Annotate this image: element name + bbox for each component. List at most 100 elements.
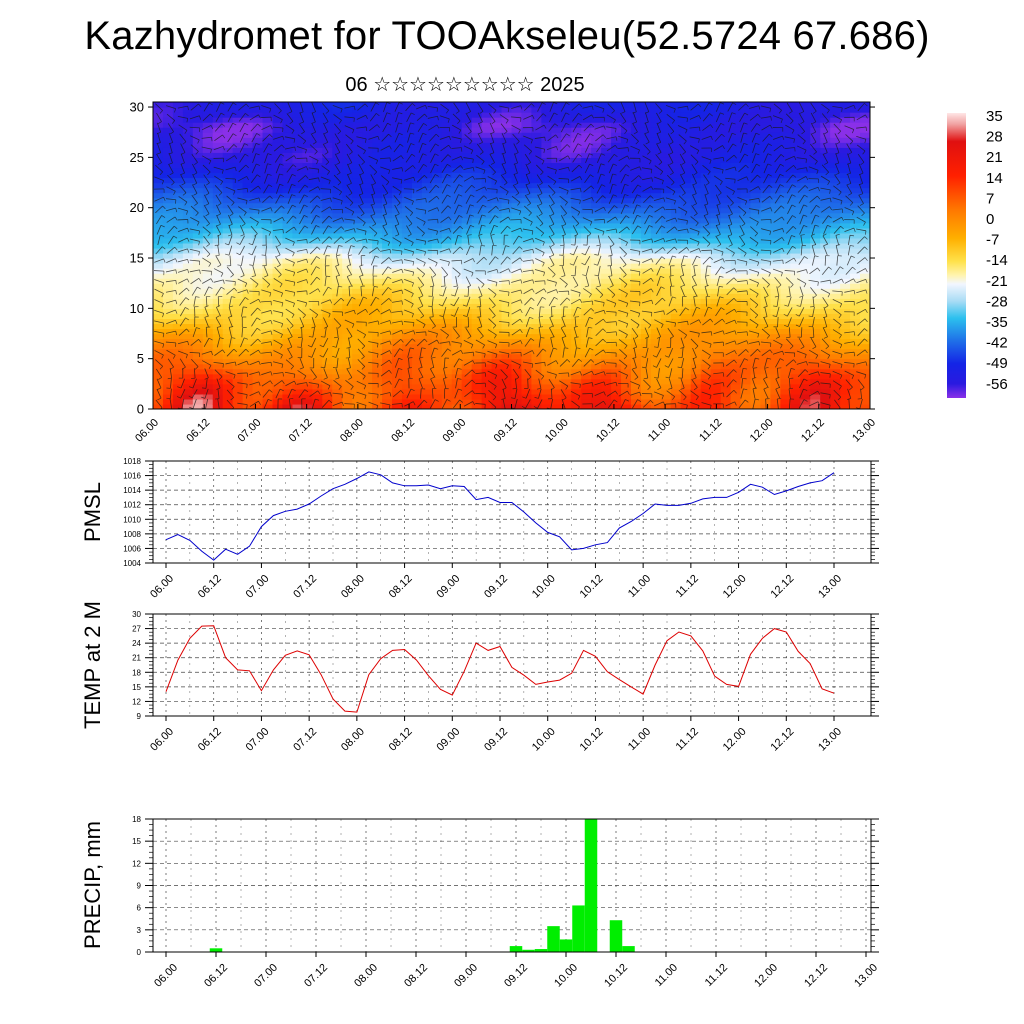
heatmap-cell <box>770 212 781 219</box>
heatmap-cell <box>212 167 224 174</box>
heatmap-cell <box>850 298 861 304</box>
heatmap-cell <box>282 353 294 360</box>
heatmap-cell <box>551 197 562 204</box>
heatmap-cell <box>411 202 423 209</box>
heatmap-cell <box>441 328 453 335</box>
heatmap-cell <box>631 328 642 335</box>
wind-barb-flag <box>270 330 273 335</box>
heatmap-cell <box>790 398 801 405</box>
heatmap-cell <box>571 197 582 204</box>
heatmap-cell <box>810 328 821 335</box>
heatmap-cell <box>611 328 622 335</box>
wind-barb <box>190 103 199 111</box>
heatmap-cell <box>153 328 164 335</box>
heatmap-cell <box>411 207 423 214</box>
heatmap-cell <box>640 378 652 385</box>
heatmap-cell <box>252 117 264 123</box>
heatmap-cell <box>740 333 752 340</box>
heatmap-cell <box>591 172 602 179</box>
heatmap-cell <box>690 207 702 214</box>
heatmap-cell <box>591 182 602 189</box>
heatmap-cell <box>730 127 742 133</box>
heatmap-cell <box>242 318 254 325</box>
wind-barb <box>261 351 272 354</box>
heatmap-cell <box>690 112 702 118</box>
heatmap-cell <box>153 127 164 133</box>
heatmap-cell <box>292 383 303 390</box>
heatmap-cell <box>621 227 632 234</box>
heatmap-cell <box>531 388 542 395</box>
heatmap-cell <box>451 172 463 179</box>
heatmap-cell <box>850 222 861 229</box>
heatmap-cell <box>780 127 791 133</box>
heatmap-cell <box>770 182 781 189</box>
heatmap-cell <box>282 388 294 395</box>
heatmap-cell <box>840 288 851 294</box>
heatmap-cell <box>292 197 303 204</box>
heatmap-cell <box>810 152 821 158</box>
heatmap-cell <box>272 383 284 390</box>
heatmap-cell <box>850 263 861 269</box>
heatmap-cell <box>521 358 533 365</box>
heatmap-cell <box>850 348 861 355</box>
heatmap-cell <box>312 278 323 284</box>
heatmap-cell <box>401 258 413 264</box>
heatmap-cell <box>650 137 662 143</box>
heatmap-cell <box>760 333 772 340</box>
heatmap-cell <box>192 152 204 158</box>
heatmap-cell <box>830 273 841 279</box>
heatmap-cell <box>153 252 164 259</box>
heatmap-cell <box>700 107 712 113</box>
heatmap-cell <box>531 102 542 108</box>
heatmap-cell <box>561 197 572 204</box>
wind-barb <box>261 227 271 233</box>
heatmap-cell <box>202 227 214 234</box>
heatmap-cell <box>262 398 274 405</box>
heatmap-cell <box>780 102 791 108</box>
wind-barb-flag <box>220 102 225 105</box>
heatmap-cell <box>232 358 244 365</box>
heatmap-cell <box>770 398 781 405</box>
heatmap-cell <box>680 102 692 108</box>
heatmap-cell <box>710 202 722 209</box>
heatmap-cell <box>232 247 244 254</box>
heatmap-cell <box>491 263 503 269</box>
wind-barb-flag <box>185 354 188 359</box>
wind-barb <box>225 178 236 180</box>
wind-barb-flag <box>160 407 163 409</box>
heatmap-cell <box>770 343 781 350</box>
heatmap-cell <box>850 207 861 214</box>
heatmap-cell <box>840 102 851 108</box>
heatmap-cell <box>840 358 851 365</box>
heatmap-cell <box>800 247 811 254</box>
heatmap-cell <box>202 343 214 350</box>
heatmap-cell <box>421 323 433 330</box>
wind-barb <box>216 102 221 112</box>
heatmap-cell <box>730 107 742 113</box>
heatmap-cell <box>840 323 851 330</box>
heatmap-cell <box>501 328 513 335</box>
heatmap-cell <box>521 227 533 234</box>
heatmap-cell <box>541 268 552 274</box>
heatmap-cell <box>730 137 742 143</box>
heatmap-cell <box>302 202 313 209</box>
heatmap-cell <box>302 333 313 340</box>
heatmap-cell <box>511 273 523 279</box>
heatmap-cell <box>860 252 870 259</box>
heatmap-cell <box>302 288 313 294</box>
heatmap-cell <box>401 182 413 189</box>
heatmap-cell <box>650 373 662 380</box>
wind-barb <box>189 135 200 141</box>
heatmap-cell <box>491 142 503 148</box>
heatmap-cell <box>451 288 463 294</box>
heatmap-cell <box>162 117 174 123</box>
heatmap-cell <box>262 268 274 274</box>
wind-barb <box>237 278 247 284</box>
heatmap-cell <box>461 363 473 370</box>
wind-barb <box>192 378 197 389</box>
heatmap-cell <box>850 217 861 224</box>
heatmap-cell <box>372 348 383 355</box>
wind-barb-flag <box>186 210 188 215</box>
heatmap-cell <box>591 227 602 234</box>
heatmap-cell <box>810 398 821 405</box>
